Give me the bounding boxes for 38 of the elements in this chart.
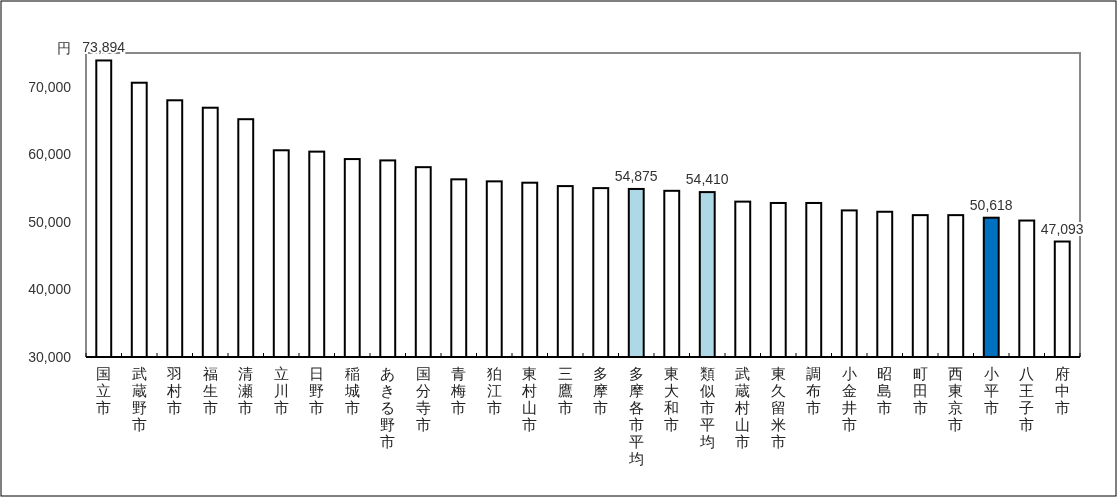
- x-tick-label: 小金井市: [841, 365, 857, 433]
- x-tick-label: 稲城市: [343, 365, 360, 416]
- data-label: 50,618: [969, 196, 1013, 213]
- y-tick-label: 30,000: [28, 349, 72, 365]
- x-tick-label: 東久留米市: [770, 365, 786, 450]
- x-tick-label: 東村山市: [521, 365, 538, 433]
- y-tick-label: 60,000: [28, 146, 72, 163]
- x-tick-label: 小平市: [983, 365, 999, 416]
- x-tick-label: 武蔵野市: [131, 365, 147, 433]
- x-tick-label: 福生市: [202, 365, 218, 416]
- x-tick-label: 町田市: [912, 365, 928, 416]
- x-tick-label: 東大和市: [664, 365, 680, 433]
- x-tick-label: 立川市: [273, 365, 289, 416]
- x-tick-label: 多摩市: [593, 365, 609, 416]
- x-tick-label: 調布市: [806, 365, 822, 416]
- x-tick-label: 府中市: [1054, 365, 1070, 416]
- x-tick-label: 国分寺市: [415, 365, 431, 433]
- x-tick-label: 西東京市: [948, 365, 964, 433]
- x-tick-label: 三鷹市: [557, 365, 573, 416]
- y-tick-label: 40,000: [28, 281, 72, 298]
- x-tick-label: 日野市: [309, 365, 325, 416]
- x-tick-label: 国立市: [96, 365, 112, 416]
- x-tick-label: 青梅市: [450, 365, 467, 416]
- y-tick-label: 70,000: [28, 78, 72, 95]
- x-tick-label: 清瀬市: [238, 365, 254, 416]
- y-tick-label: 50,000: [28, 213, 72, 230]
- data-label: 54,410: [685, 171, 729, 188]
- data-label: 54,875: [614, 167, 658, 184]
- x-tick-label: 昭島市: [877, 365, 893, 416]
- data-label: 73,894: [82, 39, 126, 56]
- x-tick-label: 八王子市: [1019, 365, 1035, 433]
- x-tick-label: 武蔵村山市: [734, 365, 751, 450]
- x-tick-label: 多摩各市平均: [627, 365, 644, 467]
- x-tick-label: 狛江市: [486, 365, 502, 416]
- y-axis-title: 円: [57, 40, 71, 56]
- x-tick-label: 類似市平均: [698, 365, 715, 450]
- x-tick-label: あきる野市: [380, 365, 396, 450]
- x-tick-label: 羽村市: [166, 365, 183, 416]
